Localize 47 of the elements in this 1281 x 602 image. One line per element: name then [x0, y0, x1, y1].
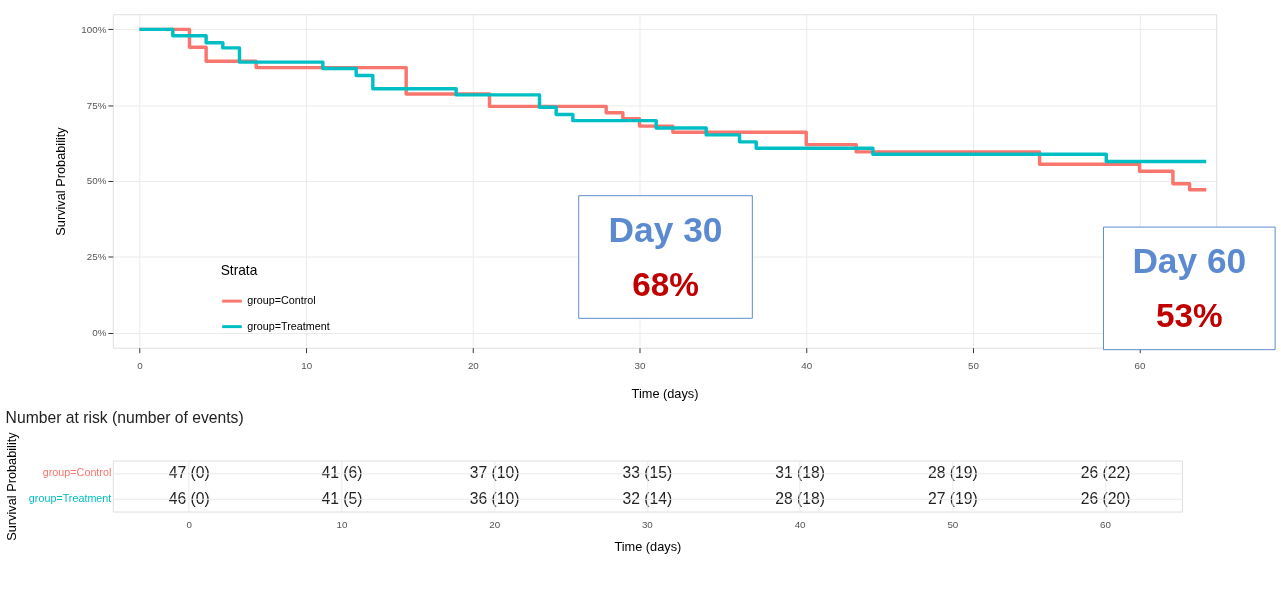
x-tick-label: 60	[1134, 359, 1147, 371]
text: 47 (0)	[168, 464, 210, 482]
text: 46 (0)	[168, 489, 210, 507]
text: 28 (19)	[927, 464, 978, 482]
x-tick-label: 30	[641, 518, 654, 530]
text: 28 (18)	[775, 489, 825, 507]
x-tick-label: 50	[947, 518, 959, 530]
text: 32 (14)	[622, 489, 673, 507]
text: 26 (20)	[1080, 489, 1131, 507]
text: 31 (18)	[775, 464, 825, 482]
text: 41 (5)	[321, 489, 363, 507]
annotation: 53%	[1155, 297, 1223, 335]
x-tick-label: 40	[801, 359, 813, 371]
text: 36 (10)	[469, 489, 520, 507]
x-tick-label: 20	[489, 518, 501, 530]
y-tick-label: 0%	[92, 327, 107, 338]
x-tick-label: 10	[336, 518, 348, 530]
x-tick-label: 40	[794, 518, 807, 530]
x-tick-label: 60	[1100, 518, 1112, 530]
x-axis-title: Time (days)	[631, 386, 699, 402]
annotation: Day 60	[1132, 241, 1247, 281]
x-tick-label: 0	[137, 359, 144, 371]
x-tick-label: 50	[967, 359, 980, 371]
text: 41 (6)	[321, 464, 363, 482]
y-tick-label: 75%	[86, 99, 107, 111]
chart-title: Number at risk (number of events)	[5, 408, 244, 426]
text: 27 (19)	[927, 489, 978, 507]
legend-label: group=Control	[247, 294, 316, 307]
y-tick-label: 25%	[86, 251, 107, 263]
y-tick-label: 50%	[86, 175, 107, 187]
x-tick-label: 30	[634, 359, 647, 371]
x-tick-label: 20	[467, 359, 480, 371]
annotation: 68%	[632, 265, 699, 303]
legend-title: Strata	[220, 263, 258, 279]
x-tick-label: 10	[301, 359, 313, 371]
x-tick-label: 0	[186, 518, 193, 530]
x-axis-title: Time (days)	[614, 539, 682, 555]
y-axis-title: Survival Probability	[52, 126, 68, 236]
text: 37 (10)	[469, 464, 520, 482]
text: 33 (15)	[622, 464, 673, 482]
legend-label: group=Treatment	[247, 319, 330, 332]
annotation: Day 30	[608, 209, 723, 249]
y-tick-label: 100%	[81, 23, 107, 35]
text: 26 (22)	[1080, 464, 1131, 482]
y-tick-label: group=Treatment	[28, 491, 112, 504]
y-tick-label: group=Control	[42, 466, 112, 479]
y-axis-title: Survival Probability	[3, 431, 19, 541]
